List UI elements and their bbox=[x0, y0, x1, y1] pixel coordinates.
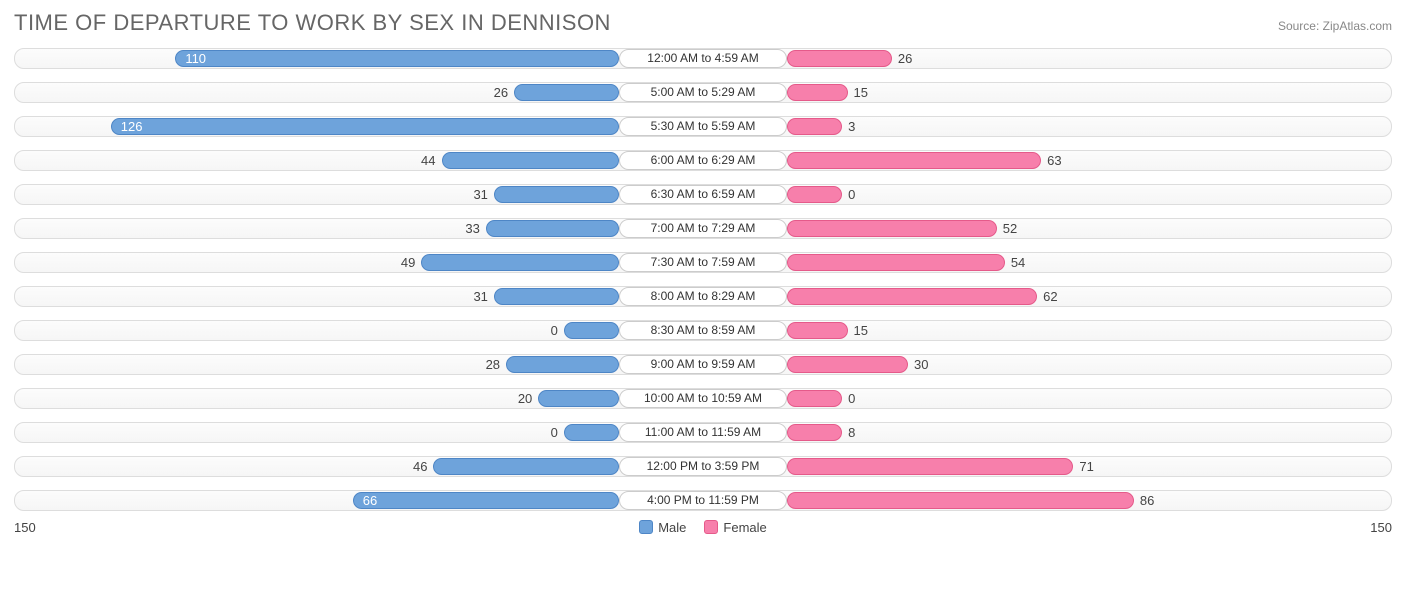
male-value: 110 bbox=[185, 51, 206, 66]
female-value: 26 bbox=[898, 51, 912, 66]
female-swatch bbox=[704, 520, 718, 534]
category-label: 9:00 AM to 9:59 AM bbox=[619, 355, 787, 374]
female-bar bbox=[787, 390, 842, 407]
chart-row: 28 30 9:00 AM to 9:59 AM bbox=[14, 350, 1392, 380]
category-label: 11:00 AM to 11:59 AM bbox=[619, 423, 787, 442]
diverging-bar-chart: 110 26 12:00 AM to 4:59 AM 26 15 5:00 AM to 5… bbox=[14, 44, 1392, 516]
chart-row: 44 63 6:00 AM to 6:29 AM bbox=[14, 146, 1392, 176]
chart-row: 33 52 7:00 AM to 7:29 AM bbox=[14, 214, 1392, 244]
female-bar bbox=[787, 356, 908, 373]
chart-row: 110 26 12:00 AM to 4:59 AM bbox=[14, 44, 1392, 74]
male-bar bbox=[111, 118, 619, 135]
female-bar bbox=[787, 118, 842, 135]
legend-female-label: Female bbox=[723, 520, 766, 535]
chart-row: 49 54 7:30 AM to 7:59 AM bbox=[14, 248, 1392, 278]
male-bar bbox=[353, 492, 619, 509]
female-value: 3 bbox=[848, 119, 855, 134]
chart-row: 126 3 5:30 AM to 5:59 AM bbox=[14, 112, 1392, 142]
female-value: 30 bbox=[914, 357, 928, 372]
female-bar bbox=[787, 322, 847, 339]
female-value: 15 bbox=[854, 85, 868, 100]
female-bar bbox=[787, 254, 1005, 271]
axis-max-left: 150 bbox=[14, 520, 36, 535]
chart-row: 31 62 8:00 AM to 8:29 AM bbox=[14, 282, 1392, 312]
legend-male: Male bbox=[639, 520, 686, 535]
female-value: 63 bbox=[1047, 153, 1061, 168]
female-value: 71 bbox=[1079, 459, 1093, 474]
female-bar bbox=[787, 458, 1073, 475]
chart-row: 0 8 11:00 AM to 11:59 AM bbox=[14, 418, 1392, 448]
female-bar bbox=[787, 288, 1037, 305]
chart-title: TIME OF DEPARTURE TO WORK BY SEX IN DENN… bbox=[14, 10, 611, 36]
category-label: 5:30 AM to 5:59 AM bbox=[619, 117, 787, 136]
category-label: 5:00 AM to 5:29 AM bbox=[619, 83, 787, 102]
male-bar bbox=[538, 390, 619, 407]
male-bar bbox=[486, 220, 619, 237]
male-bar bbox=[442, 152, 619, 169]
category-label: 7:00 AM to 7:29 AM bbox=[619, 219, 787, 238]
chart-row: 31 0 6:30 AM to 6:59 AM bbox=[14, 180, 1392, 210]
male-value: 33 bbox=[465, 221, 479, 236]
female-value: 0 bbox=[848, 187, 855, 202]
category-label: 12:00 AM to 4:59 AM bbox=[619, 49, 787, 68]
male-value: 126 bbox=[121, 119, 143, 134]
male-value: 46 bbox=[413, 459, 427, 474]
female-value: 54 bbox=[1011, 255, 1025, 270]
male-value: 49 bbox=[401, 255, 415, 270]
female-bar bbox=[787, 152, 1041, 169]
male-value: 20 bbox=[518, 391, 532, 406]
legend-male-label: Male bbox=[658, 520, 686, 535]
female-bar bbox=[787, 424, 842, 441]
female-bar bbox=[787, 492, 1134, 509]
category-label: 6:30 AM to 6:59 AM bbox=[619, 185, 787, 204]
chart-row: 0 15 8:30 AM to 8:59 AM bbox=[14, 316, 1392, 346]
chart-row: 20 0 10:00 AM to 10:59 AM bbox=[14, 384, 1392, 414]
source-attribution: Source: ZipAtlas.com bbox=[1278, 19, 1392, 33]
male-bar bbox=[506, 356, 619, 373]
chart-row: 46 71 12:00 PM to 3:59 PM bbox=[14, 452, 1392, 482]
female-bar bbox=[787, 84, 847, 101]
category-label: 6:00 AM to 6:29 AM bbox=[619, 151, 787, 170]
category-label: 7:30 AM to 7:59 AM bbox=[619, 253, 787, 272]
female-value: 0 bbox=[848, 391, 855, 406]
male-value: 31 bbox=[473, 289, 487, 304]
female-bar bbox=[787, 50, 892, 67]
male-bar bbox=[564, 424, 619, 441]
male-bar bbox=[421, 254, 619, 271]
male-bar bbox=[564, 322, 619, 339]
chart-row: 66 86 4:00 PM to 11:59 PM bbox=[14, 486, 1392, 516]
male-bar bbox=[433, 458, 619, 475]
male-bar bbox=[514, 84, 619, 101]
female-value: 15 bbox=[854, 323, 868, 338]
legend: Male Female bbox=[639, 520, 767, 535]
female-value: 52 bbox=[1003, 221, 1017, 236]
male-value: 0 bbox=[551, 323, 558, 338]
axis-max-right: 150 bbox=[1370, 520, 1392, 535]
female-bar bbox=[787, 220, 997, 237]
male-bar bbox=[175, 50, 619, 67]
chart-footer: 150 Male Female 150 bbox=[14, 520, 1392, 535]
female-value: 62 bbox=[1043, 289, 1057, 304]
category-label: 10:00 AM to 10:59 AM bbox=[619, 389, 787, 408]
category-label: 8:00 AM to 8:29 AM bbox=[619, 287, 787, 306]
male-value: 31 bbox=[473, 187, 487, 202]
category-label: 8:30 AM to 8:59 AM bbox=[619, 321, 787, 340]
male-value: 0 bbox=[551, 425, 558, 440]
male-value: 44 bbox=[421, 153, 435, 168]
male-value: 26 bbox=[494, 85, 508, 100]
legend-female: Female bbox=[704, 520, 766, 535]
female-bar bbox=[787, 186, 842, 203]
female-value: 86 bbox=[1140, 493, 1154, 508]
male-bar bbox=[494, 186, 619, 203]
chart-row: 26 15 5:00 AM to 5:29 AM bbox=[14, 78, 1392, 108]
male-value: 28 bbox=[486, 357, 500, 372]
male-bar bbox=[494, 288, 619, 305]
category-label: 12:00 PM to 3:59 PM bbox=[619, 457, 787, 476]
male-swatch bbox=[639, 520, 653, 534]
female-value: 8 bbox=[848, 425, 855, 440]
category-label: 4:00 PM to 11:59 PM bbox=[619, 491, 787, 510]
male-value: 66 bbox=[363, 493, 377, 508]
